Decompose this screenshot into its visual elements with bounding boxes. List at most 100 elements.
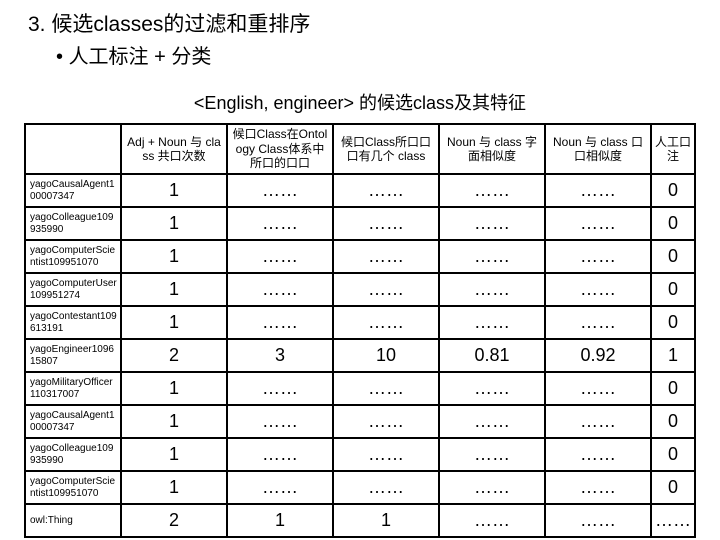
cell: …… bbox=[545, 438, 651, 471]
cell: 0 bbox=[651, 405, 695, 438]
cell: 0.81 bbox=[439, 339, 545, 372]
row-label: yagoMilitaryOfficer110317007 bbox=[25, 372, 121, 405]
cell: 0 bbox=[651, 471, 695, 504]
row-label: yagoContestant109613191 bbox=[25, 306, 121, 339]
row-label: yagoCausalAgent100007347 bbox=[25, 174, 121, 207]
cell: …… bbox=[227, 174, 333, 207]
cell: 0 bbox=[651, 174, 695, 207]
col-head-5: Noun 与 class 口口相似度 bbox=[545, 124, 651, 174]
table-row: yagoCausalAgent1000073471……………………0 bbox=[25, 405, 695, 438]
cell: 2 bbox=[121, 504, 227, 537]
table-row: owl:Thing211……………… bbox=[25, 504, 695, 537]
cell: …… bbox=[439, 207, 545, 240]
table-header-row: Adj + Noun 与 class 共口次数 候口Class在Ontology… bbox=[25, 124, 695, 174]
cell: 1 bbox=[121, 207, 227, 240]
table-row: yagoComputerUser1099512741……………………0 bbox=[25, 273, 695, 306]
cell: 10 bbox=[333, 339, 439, 372]
cell: 1 bbox=[121, 174, 227, 207]
row-label: owl:Thing bbox=[25, 504, 121, 537]
cell: …… bbox=[333, 438, 439, 471]
cell: …… bbox=[227, 438, 333, 471]
table-row: yagoContestant1096131911……………………0 bbox=[25, 306, 695, 339]
cell: …… bbox=[439, 273, 545, 306]
table-row: yagoColleague1099359901……………………0 bbox=[25, 438, 695, 471]
row-label: yagoComputerScientist109951070 bbox=[25, 471, 121, 504]
cell: …… bbox=[227, 372, 333, 405]
cell: …… bbox=[439, 174, 545, 207]
cell: 1 bbox=[121, 372, 227, 405]
table-subtitle: <English, engineer> 的候选class及其特征 bbox=[24, 89, 696, 115]
cell: …… bbox=[227, 207, 333, 240]
table-row: yagoMilitaryOfficer1103170071……………………0 bbox=[25, 372, 695, 405]
cell: …… bbox=[227, 471, 333, 504]
cell: 1 bbox=[121, 240, 227, 273]
cell: …… bbox=[227, 306, 333, 339]
cell: …… bbox=[545, 471, 651, 504]
cell: …… bbox=[545, 306, 651, 339]
col-head-4: Noun 与 class 字面相似度 bbox=[439, 124, 545, 174]
cell: 2 bbox=[121, 339, 227, 372]
table-row: yagoComputerScientist1099510701……………………0 bbox=[25, 471, 695, 504]
cell: 0 bbox=[651, 273, 695, 306]
row-label: yagoComputerScientist109951070 bbox=[25, 240, 121, 273]
feature-table: Adj + Noun 与 class 共口次数 候口Class在Ontology… bbox=[24, 123, 696, 538]
row-label: yagoCausalAgent100007347 bbox=[25, 405, 121, 438]
cell: 0 bbox=[651, 438, 695, 471]
cell: …… bbox=[545, 174, 651, 207]
col-head-1: Adj + Noun 与 class 共口次数 bbox=[121, 124, 227, 174]
cell: 1 bbox=[651, 339, 695, 372]
row-label: yagoColleague109935990 bbox=[25, 438, 121, 471]
cell: …… bbox=[227, 240, 333, 273]
cell: 0 bbox=[651, 240, 695, 273]
cell: …… bbox=[333, 273, 439, 306]
cell: …… bbox=[439, 471, 545, 504]
row-label: yagoColleague109935990 bbox=[25, 207, 121, 240]
section-heading: 3. 候选classes的过滤和重排序 bbox=[24, 8, 696, 38]
cell: …… bbox=[333, 240, 439, 273]
cell: 1 bbox=[227, 504, 333, 537]
cell: …… bbox=[227, 405, 333, 438]
cell: 0 bbox=[651, 372, 695, 405]
table-row: yagoCausalAgent1000073471……………………0 bbox=[25, 174, 695, 207]
cell: …… bbox=[333, 306, 439, 339]
col-head-label bbox=[25, 124, 121, 174]
cell: 1 bbox=[121, 405, 227, 438]
cell: …… bbox=[545, 240, 651, 273]
cell: …… bbox=[545, 372, 651, 405]
table-row: yagoComputerScientist1099510701……………………0 bbox=[25, 240, 695, 273]
cell: 0.92 bbox=[545, 339, 651, 372]
cell: …… bbox=[545, 273, 651, 306]
bullet-line: 人工标注 + 分类 bbox=[24, 40, 696, 69]
cell: …… bbox=[333, 405, 439, 438]
cell: 1 bbox=[121, 306, 227, 339]
cell: …… bbox=[651, 504, 695, 537]
cell: …… bbox=[333, 372, 439, 405]
cell: …… bbox=[333, 207, 439, 240]
row-label: yagoComputerUser109951274 bbox=[25, 273, 121, 306]
cell: …… bbox=[439, 504, 545, 537]
cell: …… bbox=[545, 207, 651, 240]
cell: 1 bbox=[333, 504, 439, 537]
col-head-6: 人工口注 bbox=[651, 124, 695, 174]
table-row: yagoColleague1099359901……………………0 bbox=[25, 207, 695, 240]
cell: …… bbox=[439, 405, 545, 438]
cell: …… bbox=[333, 471, 439, 504]
table-body: yagoCausalAgent1000073471……………………0yagoCo… bbox=[25, 174, 695, 537]
cell: …… bbox=[545, 405, 651, 438]
cell: 1 bbox=[121, 438, 227, 471]
table-row: yagoEngineer10961580723100.810.921 bbox=[25, 339, 695, 372]
cell: …… bbox=[439, 372, 545, 405]
cell: …… bbox=[439, 438, 545, 471]
cell: …… bbox=[227, 273, 333, 306]
cell: …… bbox=[439, 306, 545, 339]
cell: 1 bbox=[121, 273, 227, 306]
row-label: yagoEngineer109615807 bbox=[25, 339, 121, 372]
cell: …… bbox=[439, 240, 545, 273]
cell: …… bbox=[545, 504, 651, 537]
col-head-3: 候口Class所口口口有几个 class bbox=[333, 124, 439, 174]
cell: …… bbox=[333, 174, 439, 207]
col-head-2: 候口Class在Ontology Class体系中所口的口口 bbox=[227, 124, 333, 174]
cell: 0 bbox=[651, 306, 695, 339]
cell: 1 bbox=[121, 471, 227, 504]
cell: 3 bbox=[227, 339, 333, 372]
